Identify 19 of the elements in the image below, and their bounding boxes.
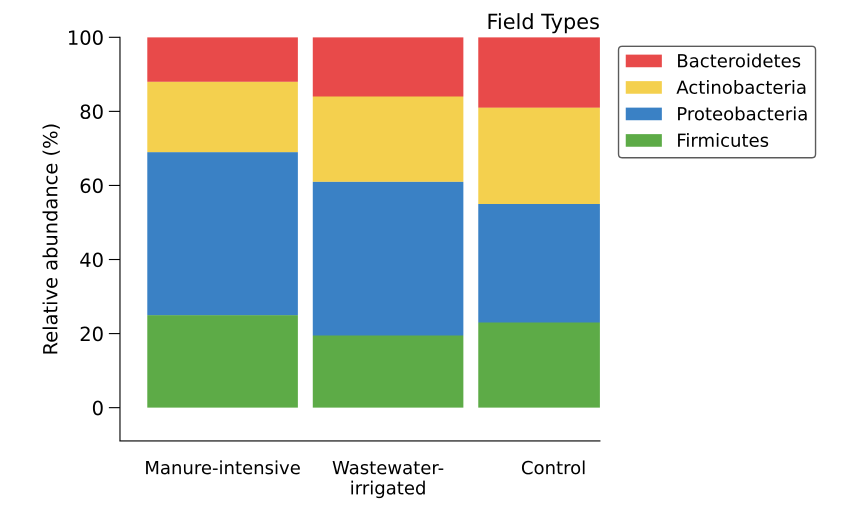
y-axis-title: Relative abundance (%) bbox=[42, 124, 60, 354]
bar bbox=[147, 315, 298, 408]
legend-label: Bacteroidetes bbox=[678, 54, 800, 68]
y-tick-label: 0 bbox=[92, 400, 103, 416]
y-tick-label: 100 bbox=[69, 30, 103, 45]
bar bbox=[147, 37, 298, 82]
y-tick-label: 60 bbox=[80, 178, 103, 194]
chart-title: Field Types bbox=[488, 13, 599, 34]
y-tick-label: 80 bbox=[80, 104, 103, 120]
y-tick-label: 20 bbox=[80, 326, 103, 342]
x-tick-label: Control bbox=[522, 460, 584, 474]
y-tick-label: 40 bbox=[80, 252, 103, 268]
legend-label: Proteobacteria bbox=[678, 106, 807, 121]
legend-label: Actinobacteria bbox=[676, 80, 806, 94]
bar bbox=[147, 82, 298, 152]
legend-label: Firmicutes bbox=[678, 133, 768, 148]
bar bbox=[147, 152, 298, 316]
x-tick-label: Wastewater- irrigated bbox=[332, 460, 444, 498]
x-tick-label: Manure-intensive bbox=[146, 460, 300, 474]
